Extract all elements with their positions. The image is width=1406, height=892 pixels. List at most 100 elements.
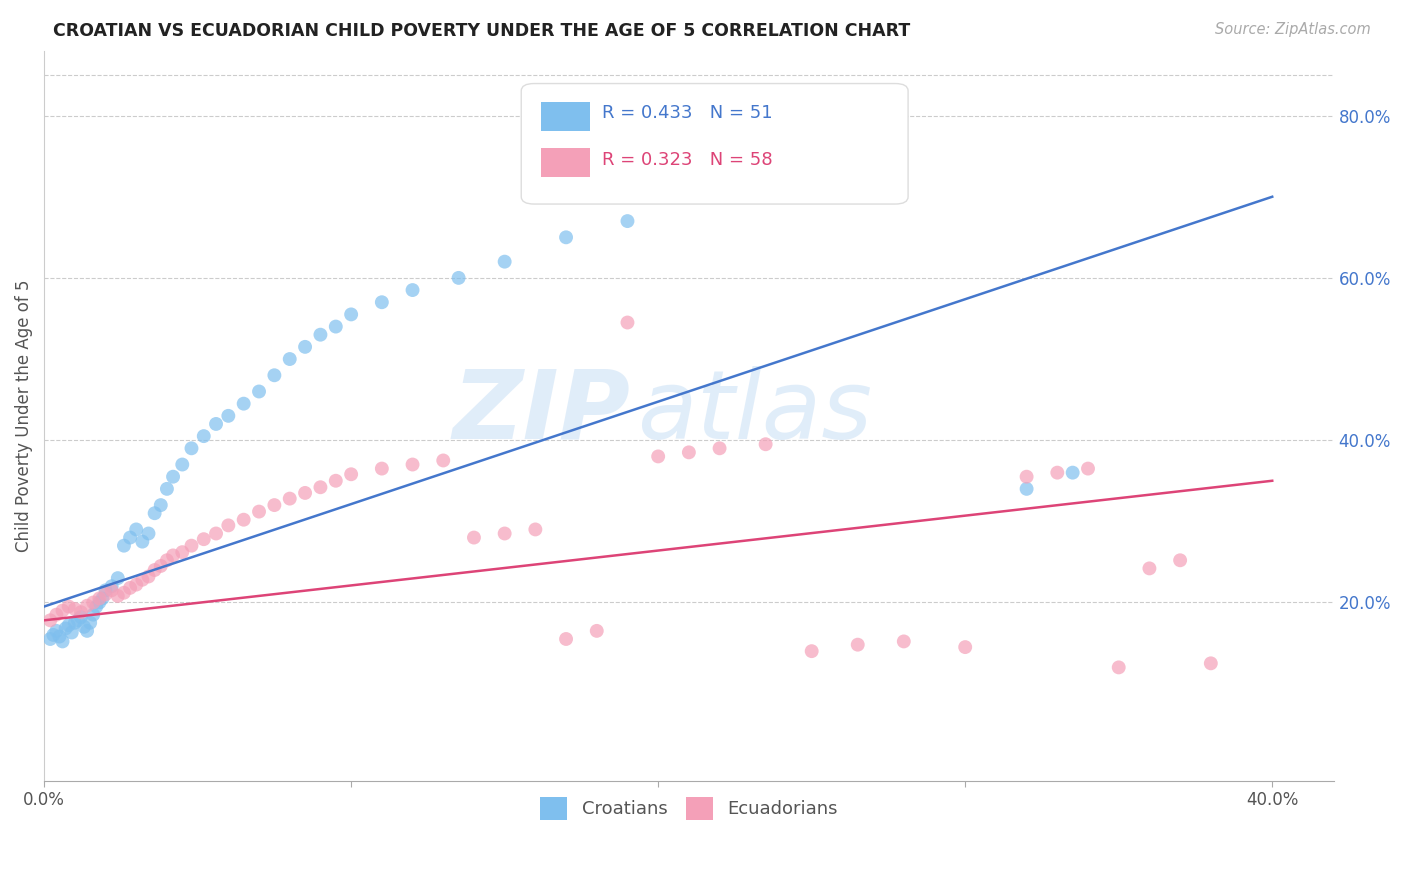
Point — [555, 230, 578, 244]
Text: ZIP: ZIP — [453, 366, 631, 458]
Point — [494, 526, 516, 541]
Point — [205, 526, 228, 541]
Point — [84, 599, 107, 614]
Point — [616, 316, 638, 330]
Point — [294, 486, 316, 500]
Point — [1015, 482, 1038, 496]
Point — [172, 545, 194, 559]
Point — [70, 610, 93, 624]
Point — [107, 589, 129, 603]
FancyBboxPatch shape — [540, 148, 589, 177]
Point — [112, 539, 135, 553]
Point — [39, 613, 62, 627]
Point — [325, 474, 347, 488]
Point — [58, 599, 80, 614]
Point — [76, 599, 98, 613]
Point — [112, 586, 135, 600]
Point — [100, 579, 122, 593]
Point — [494, 254, 516, 268]
Point — [120, 531, 142, 545]
Point — [1077, 461, 1099, 475]
Legend: Croatians, Ecuadorians: Croatians, Ecuadorians — [533, 790, 845, 827]
Point — [1046, 466, 1069, 480]
Point — [180, 539, 202, 553]
Point — [94, 587, 117, 601]
Point — [463, 531, 485, 545]
Point — [79, 615, 101, 630]
Point — [585, 624, 607, 638]
Text: R = 0.323   N = 58: R = 0.323 N = 58 — [603, 151, 773, 169]
Point — [340, 307, 363, 321]
Point — [263, 498, 285, 512]
Point — [278, 491, 301, 506]
Point — [180, 442, 202, 456]
Point — [1199, 657, 1222, 671]
Point — [172, 458, 194, 472]
Point — [100, 583, 122, 598]
Point — [125, 523, 148, 537]
Point — [82, 607, 104, 622]
Point — [278, 352, 301, 367]
Point — [401, 458, 423, 472]
Point — [162, 469, 184, 483]
Point — [432, 453, 454, 467]
Point — [309, 480, 332, 494]
Point — [217, 409, 239, 423]
Point — [149, 498, 172, 512]
Point — [846, 638, 869, 652]
Text: Source: ZipAtlas.com: Source: ZipAtlas.com — [1215, 22, 1371, 37]
Point — [131, 573, 153, 587]
Point — [63, 602, 86, 616]
Point — [678, 445, 700, 459]
Text: CROATIAN VS ECUADORIAN CHILD POVERTY UNDER THE AGE OF 5 CORRELATION CHART: CROATIAN VS ECUADORIAN CHILD POVERTY UND… — [53, 22, 911, 40]
Point — [800, 644, 823, 658]
Point — [107, 571, 129, 585]
Point — [60, 625, 83, 640]
Point — [1168, 553, 1191, 567]
Point — [1139, 561, 1161, 575]
Point — [193, 429, 215, 443]
Point — [755, 437, 778, 451]
Point — [162, 549, 184, 563]
Point — [709, 442, 731, 456]
Point — [294, 340, 316, 354]
Point — [138, 526, 160, 541]
Point — [616, 214, 638, 228]
Point — [1015, 469, 1038, 483]
FancyBboxPatch shape — [540, 102, 589, 131]
Point — [232, 397, 254, 411]
Point — [371, 461, 394, 475]
Point — [371, 295, 394, 310]
Point — [953, 640, 976, 654]
Point — [45, 624, 67, 638]
Point — [42, 628, 65, 642]
Point — [263, 368, 285, 383]
Text: atlas: atlas — [637, 366, 872, 458]
Point — [325, 319, 347, 334]
Point — [156, 482, 179, 496]
Point — [156, 553, 179, 567]
Point — [217, 518, 239, 533]
Point — [1062, 466, 1084, 480]
Point — [193, 532, 215, 546]
Point — [232, 513, 254, 527]
Text: R = 0.433   N = 51: R = 0.433 N = 51 — [603, 104, 773, 122]
Point — [51, 604, 73, 618]
Point — [309, 327, 332, 342]
Point — [247, 505, 270, 519]
Point — [555, 632, 578, 646]
Point — [89, 591, 111, 606]
Point — [89, 595, 111, 609]
Point — [524, 523, 547, 537]
Point — [893, 634, 915, 648]
Point — [149, 558, 172, 573]
Point — [447, 271, 470, 285]
Point — [94, 583, 117, 598]
Point — [70, 605, 93, 619]
Point — [63, 615, 86, 630]
Point — [66, 613, 89, 627]
Point — [143, 563, 166, 577]
Point — [401, 283, 423, 297]
FancyBboxPatch shape — [522, 84, 908, 204]
Point — [82, 595, 104, 609]
